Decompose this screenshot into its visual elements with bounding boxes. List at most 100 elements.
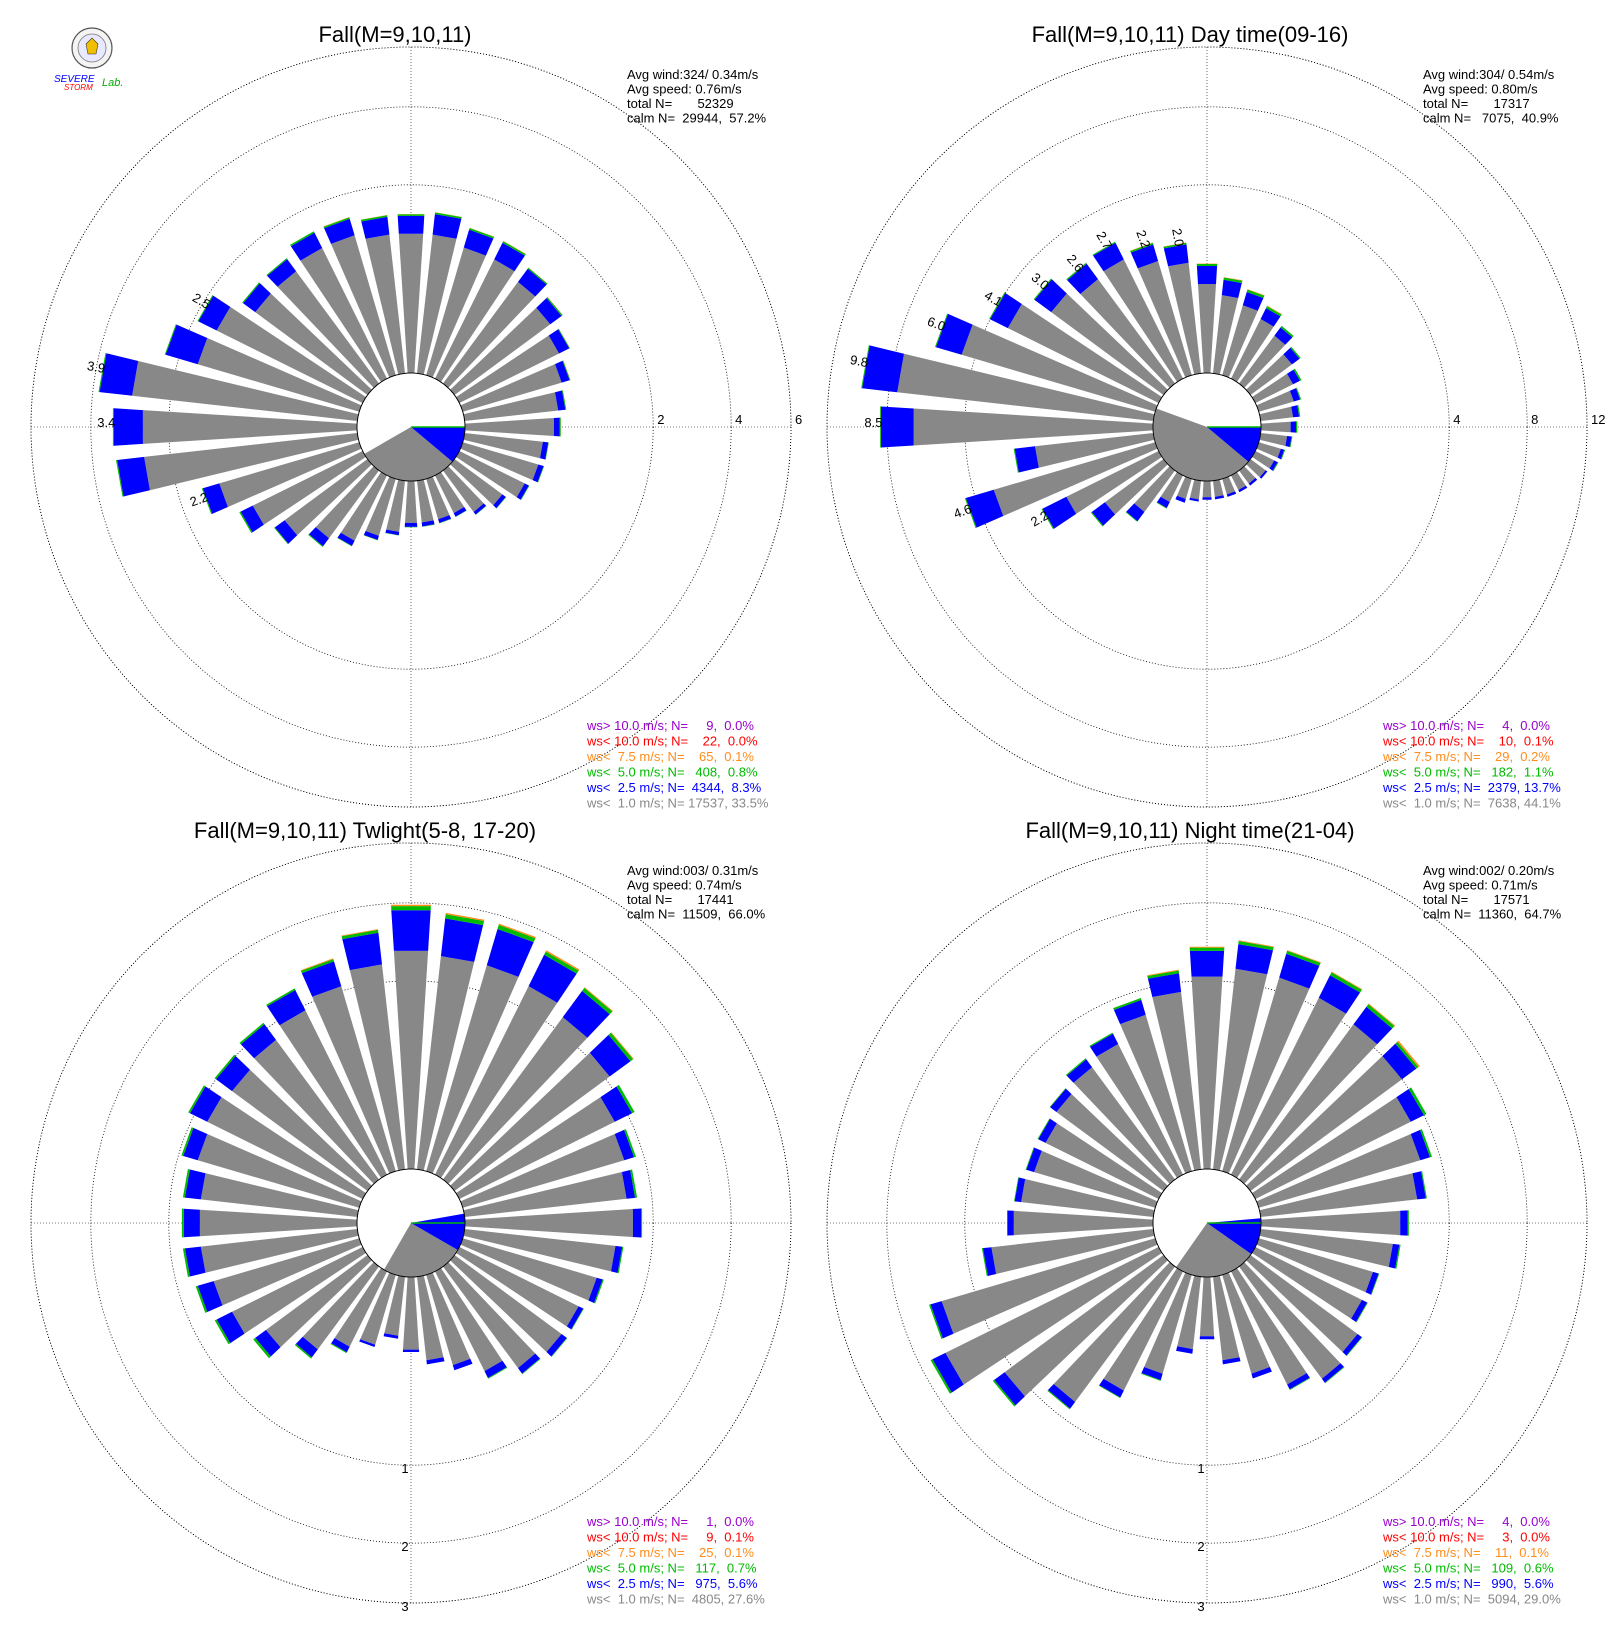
legend-entry-lt7_5: ws< 7.5 m/s; N= 29, 0.2% [1382,749,1550,764]
legend-entry-lt1: ws< 1.0 m/s; N= 4805, 27.6% [586,1592,765,1607]
bar-segment-lt7_5 [1190,947,1225,948]
bar-segment-lt5 [1296,421,1297,432]
bar-segment-lt1 [405,481,417,523]
stat-line: Avg speed: 0.80m/s [1423,82,1538,97]
ring-label: 2 [657,412,664,427]
panel-title: Fall(M=9,10,11) Day time(09-16) [1032,22,1349,47]
bar-value-label: 2.0 [1169,227,1187,247]
stat-line: Avg wind:002/ 0.20m/s [1423,863,1555,878]
ring-label: 1 [1197,1461,1204,1476]
stat-line: Avg wind:304/ 0.54m/s [1423,67,1555,82]
legend-entry-gt10: ws> 10.0 m/s; N= 4, 0.0% [1382,1514,1550,1529]
stat-line: calm N= 11360, 64.7% [1423,907,1562,922]
direction-bar-0 [1197,264,1218,374]
ring-label: 2 [401,1539,408,1554]
direction-bar-170 [1213,480,1224,500]
bar-segment-lt5 [391,906,431,910]
panel-title: Fall(M=9,10,11) [318,22,471,47]
direction-bar-190 [1189,480,1201,502]
bar-value-label: 3.4 [97,415,115,430]
ring-label: 3 [401,1599,408,1614]
stat-line: total N= 52329 [627,96,734,111]
stat-line: total N= 17317 [1423,96,1530,111]
panel-title: Fall(M=9,10,11) Night time(21-04) [1025,818,1354,843]
bar-segment-lt5 [182,1209,184,1238]
legend-entry-lt10: ws< 10.0 m/s; N= 10, 0.1% [1382,734,1554,749]
bar-value-label: 8.5 [864,415,882,430]
stat-line: Avg speed: 0.71m/s [1423,878,1538,893]
stat-line: Avg wind:003/ 0.31m/s [627,863,759,878]
ring-label: 8 [1531,412,1538,427]
logo-suffix: Lab. [102,77,123,89]
bar-segment-lt2_5 [1222,280,1242,298]
lab-logo: SEVERE STORM Lab. [54,28,123,92]
legend-entry-lt5: ws< 5.0 m/s; N= 117, 0.7% [586,1561,757,1576]
legend-entry-lt7_5: ws< 7.5 m/s; N= 11, 0.1% [1382,1545,1549,1560]
bar-segment-lt2_5 [403,1350,419,1352]
bar-value-label: 9.8 [849,352,869,370]
ring-label: 12 [1591,412,1605,427]
legend-entry-lt2_5: ws< 2.5 m/s; N= 990, 5.6% [1382,1576,1554,1591]
bar-segment-lt1 [1190,480,1201,500]
bar-segment-lt2_5 [405,523,418,527]
bar-segment-lt2_5 [398,216,425,234]
legend-entry-lt10: ws< 10.0 m/s; N= 3, 0.0% [1382,1530,1550,1545]
bar-segment-lt2_5 [1400,1210,1407,1235]
bar-segment-lt2_5 [114,408,143,445]
legend-entry-lt10: ws< 10.0 m/s; N= 22, 0.0% [586,734,758,749]
stat-line: calm N= 11509, 66.0% [627,907,766,922]
bar-segment-lt2_5 [100,353,139,395]
direction-bar-90 [1261,421,1297,432]
bar-segment-lt2_5 [1008,1211,1014,1236]
direction-bar-180 [1202,481,1211,500]
bar-segment-lt2_5 [342,933,382,970]
direction-bar-90 [465,418,561,437]
direction-bar-180 [403,1277,419,1352]
stat-line: Avg wind:324/ 0.34m/s [627,67,759,82]
ring-label: 3 [1197,1599,1204,1614]
legend-entry-lt2_5: ws< 2.5 m/s; N= 4344, 8.3% [586,780,762,795]
legend-entry-lt7_5: ws< 7.5 m/s; N= 25, 0.1% [586,1545,754,1560]
ring-label: 2 [1197,1539,1204,1554]
wind-rose-panel-4: 1 2 3 Fall(M=9,10,11) Night time(21-04) Avg … [827,818,1587,1614]
bar-segment-lt2_5 [391,910,430,951]
bar-segment-lt1 [1200,1277,1214,1336]
bar-segment-lt5 [560,418,561,437]
logo-line-2: STORM [64,83,93,92]
ring-label: 4 [1453,412,1460,427]
legend-entry-lt1: ws< 1.0 m/s; N= 5094, 29.0% [1382,1592,1561,1607]
bar-segment-lt5 [1007,1210,1008,1235]
bar-segment-lt2_5 [633,1209,641,1238]
stat-line: calm N= 7075, 40.9% [1423,111,1559,126]
bar-value-label: 3.9 [86,358,106,376]
stat-line: total N= 17441 [627,892,734,907]
stat-line: Avg speed: 0.76m/s [627,82,742,97]
bar-segment-lt2_5 [1015,446,1039,472]
bar-segment-lt1 [403,1277,419,1350]
legend-entry-lt2_5: ws< 2.5 m/s; N= 2379, 13.7% [1382,780,1561,795]
legend-entry-lt7_5: ws< 7.5 m/s; N= 65, 0.1% [586,749,754,764]
bar-segment-lt5 [1408,1210,1409,1235]
bar-segment-lt2_5 [1291,421,1296,432]
ring-label: 6 [795,412,802,427]
legend-entry-gt10: ws> 10.0 m/s; N= 4, 0.0% [1382,718,1550,733]
stat-line: calm N= 29944, 57.2% [627,111,767,126]
legend-entry-lt1: ws< 1.0 m/s; N= 7638, 44.1% [1382,796,1561,811]
stat-line: total N= 17571 [1423,892,1530,907]
ring-label: 1 [401,1461,408,1476]
legend-entry-lt5: ws< 5.0 m/s; N= 182, 1.1% [1382,765,1554,780]
bar-segment-lt1 [1261,422,1291,433]
bar-segment-lt1 [1198,284,1216,373]
bar-segment-lt2_5 [441,918,483,962]
bar-segment-lt5 [1197,264,1218,266]
bar-segment-lt2_5 [881,407,914,448]
bar-segment-lt5 [641,1209,642,1238]
bar-segment-lt7_5 [391,905,431,906]
legend-entry-gt10: ws> 10.0 m/s; N= 9, 0.0% [586,718,754,733]
bar-segment-lt1 [1203,481,1212,497]
